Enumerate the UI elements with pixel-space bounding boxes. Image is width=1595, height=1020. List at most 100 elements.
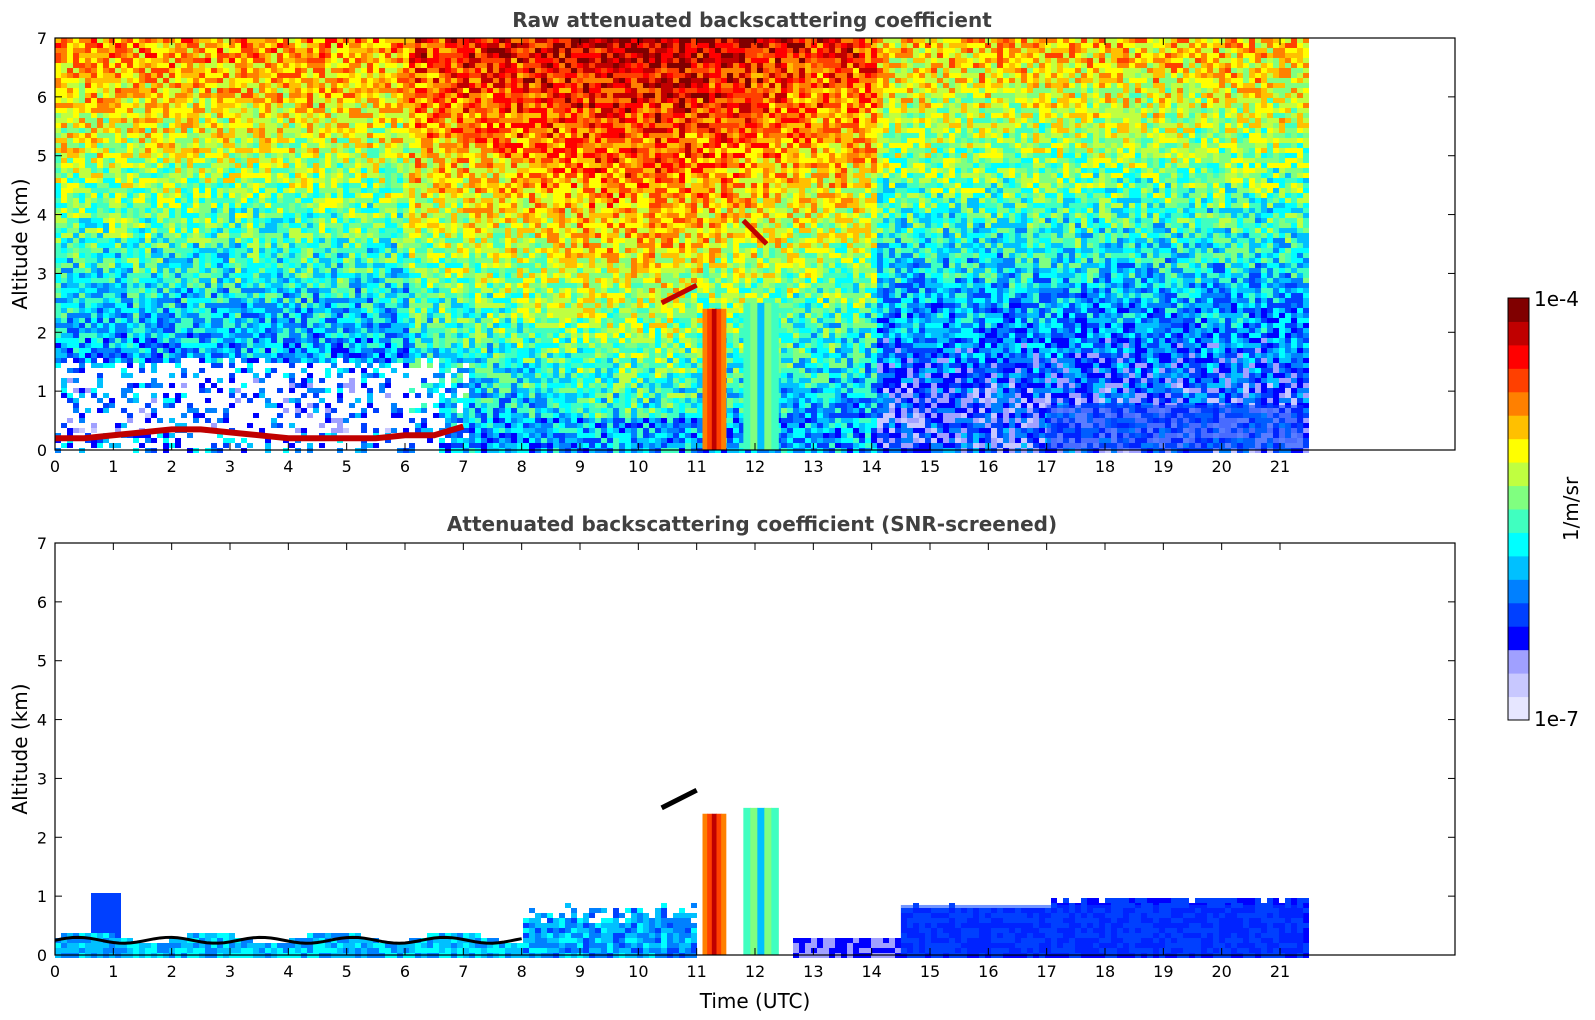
heatmap-cell — [229, 143, 235, 148]
heatmap-cell — [313, 208, 319, 213]
heatmap-cell — [91, 358, 97, 363]
heatmap-cell — [433, 83, 439, 88]
heatmap-cell — [409, 308, 415, 313]
heatmap-cell — [127, 223, 133, 228]
heatmap-cell — [181, 193, 187, 198]
heatmap-cell — [313, 178, 319, 183]
heatmap-cell — [73, 103, 79, 108]
heatmap-cell — [271, 333, 277, 338]
heatmap-cell — [247, 333, 253, 338]
heatmap-cell — [403, 108, 409, 113]
heatmap-cell — [163, 303, 169, 308]
heatmap-cell — [121, 173, 127, 178]
heatmap-cell — [235, 108, 241, 113]
heatmap-cell — [385, 178, 391, 183]
heatmap-cell — [259, 108, 265, 113]
heatmap-cell — [199, 63, 205, 68]
heatmap-cell — [187, 308, 193, 313]
heatmap-cell — [445, 433, 451, 438]
heatmap-cell — [139, 58, 145, 63]
heatmap-cell — [367, 213, 373, 218]
heatmap-cell — [331, 248, 337, 253]
heatmap-cell — [85, 338, 91, 343]
heatmap-cell — [373, 258, 379, 263]
heatmap-cell — [157, 93, 163, 98]
heatmap-cell — [199, 133, 205, 138]
heatmap-cell — [199, 168, 205, 173]
heatmap-cell — [91, 323, 97, 328]
heatmap-cell — [379, 358, 385, 363]
heatmap-cell — [151, 108, 157, 113]
heatmap-cell — [115, 73, 121, 78]
heatmap-cell — [325, 368, 331, 373]
heatmap-cell — [217, 98, 223, 103]
heatmap-cell — [337, 38, 343, 43]
heatmap-cell — [433, 268, 439, 273]
heatmap-cell — [427, 278, 433, 283]
heatmap-cell — [295, 263, 301, 268]
heatmap-cell — [85, 223, 91, 228]
heatmap-cell — [193, 53, 199, 58]
heatmap-cell — [115, 138, 121, 143]
heatmap-cell — [307, 263, 313, 268]
heatmap-cell — [139, 178, 145, 183]
heatmap-cell — [283, 188, 289, 193]
heatmap-cell — [439, 193, 445, 198]
heatmap-cell — [181, 98, 187, 103]
heatmap-cell — [91, 283, 97, 288]
heatmap-cell — [103, 168, 109, 173]
heatmap-cell — [451, 373, 457, 378]
heatmap-cell — [193, 263, 199, 268]
heatmap-cell — [331, 158, 337, 163]
heatmap-cell — [445, 368, 451, 373]
heatmap-cell — [241, 158, 247, 163]
heatmap-cell — [433, 373, 439, 378]
heatmap-cell — [109, 238, 115, 243]
heatmap-cell — [319, 318, 325, 323]
heatmap-cell — [325, 63, 331, 68]
heatmap-cell — [409, 328, 415, 333]
heatmap-cell — [271, 263, 277, 268]
heatmap-cell — [61, 423, 67, 428]
heatmap-cell — [223, 173, 229, 178]
heatmap-cell — [307, 348, 313, 353]
heatmap-cell — [409, 283, 415, 288]
heatmap-cell — [175, 83, 181, 88]
heatmap-cell — [439, 348, 445, 353]
heatmap-cell — [391, 153, 397, 158]
heatmap-cell — [463, 258, 469, 263]
heatmap-cell — [67, 123, 73, 128]
heatmap-cell — [301, 73, 307, 78]
heatmap-cell — [121, 288, 127, 293]
heatmap-cell — [259, 298, 265, 303]
heatmap-cell — [427, 388, 433, 393]
heatmap-cell — [415, 198, 421, 203]
heatmap-cell — [427, 228, 433, 233]
heatmap-cell — [139, 118, 145, 123]
heatmap-cell — [73, 193, 79, 198]
heatmap-cell — [361, 343, 367, 348]
heatmap-cell — [103, 83, 109, 88]
heatmap-cell — [199, 183, 205, 188]
heatmap-cell — [457, 58, 463, 63]
heatmap-cell — [247, 258, 253, 263]
heatmap-cell — [247, 48, 253, 53]
heatmap-cell — [247, 43, 253, 48]
heatmap-cell — [379, 163, 385, 168]
heatmap-cell — [181, 323, 187, 328]
heatmap-cell — [427, 283, 433, 288]
heatmap-cell — [223, 178, 229, 183]
heatmap-cell — [463, 318, 469, 323]
heatmap-cell — [367, 323, 373, 328]
heatmap-cell — [271, 173, 277, 178]
heatmap-cell — [115, 283, 121, 288]
heatmap-cell — [271, 83, 277, 88]
heatmap-cell — [175, 393, 181, 398]
heatmap-cell — [319, 153, 325, 158]
heatmap-cell — [271, 193, 277, 198]
heatmap-cell — [67, 288, 73, 293]
heatmap-cell — [337, 393, 343, 398]
heatmap-cell — [55, 168, 61, 173]
heatmap-cell — [349, 163, 355, 168]
heatmap-cell — [97, 288, 103, 293]
